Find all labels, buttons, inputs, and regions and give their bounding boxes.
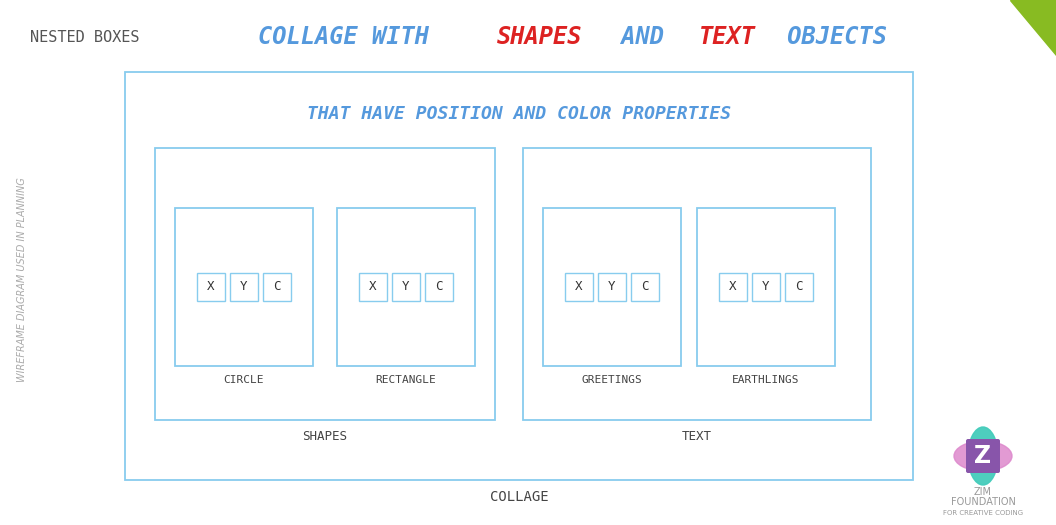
Bar [543, 208, 681, 366]
Bar [263, 273, 291, 301]
Text: SHAPES: SHAPES [302, 429, 347, 443]
Text: FOUNDATION: FOUNDATION [950, 497, 1016, 507]
Polygon shape [1010, 0, 1056, 55]
Bar [523, 148, 871, 420]
Bar [197, 273, 225, 301]
Text: SHAPES: SHAPES [497, 25, 583, 49]
Text: Y: Y [608, 280, 616, 293]
Text: TEXT: TEXT [699, 25, 756, 49]
Ellipse shape [954, 441, 1012, 471]
Text: RECTANGLE: RECTANGLE [376, 375, 436, 385]
Text: TEXT: TEXT [682, 429, 712, 443]
Text: X: X [576, 280, 583, 293]
Text: Y: Y [241, 280, 248, 293]
Bar [155, 148, 495, 420]
Bar [752, 273, 780, 301]
Text: C: C [641, 280, 648, 293]
Text: COLLAGE: COLLAGE [490, 490, 548, 504]
Bar [719, 273, 747, 301]
Text: Z: Z [975, 444, 992, 468]
Text: C: C [795, 280, 803, 293]
Text: X: X [730, 280, 737, 293]
Bar [337, 208, 475, 366]
Text: X: X [207, 280, 214, 293]
Text: AND: AND [607, 25, 679, 49]
Text: WIREFRAME DIAGRAM USED IN PLANNING: WIREFRAME DIAGRAM USED IN PLANNING [17, 177, 27, 382]
Text: THAT HAVE POSITION AND COLOR PROPERTIES: THAT HAVE POSITION AND COLOR PROPERTIES [307, 105, 731, 123]
Text: C: C [435, 280, 442, 293]
Text: NESTED BOXES: NESTED BOXES [30, 29, 139, 45]
Bar [125, 72, 913, 480]
Bar [359, 273, 386, 301]
Ellipse shape [968, 427, 998, 485]
Text: EARTHLINGS: EARTHLINGS [732, 375, 799, 385]
Text: GREETINGS: GREETINGS [582, 375, 642, 385]
Text: ZIM: ZIM [974, 487, 992, 497]
FancyBboxPatch shape [966, 439, 1000, 473]
Bar [697, 208, 835, 366]
Bar [785, 273, 813, 301]
Text: Y: Y [762, 280, 770, 293]
Bar [230, 273, 258, 301]
Text: COLLAGE WITH: COLLAGE WITH [258, 25, 444, 49]
Bar [598, 273, 626, 301]
Bar [565, 273, 593, 301]
Bar [392, 273, 420, 301]
Text: CIRCLE: CIRCLE [224, 375, 264, 385]
Text: FOR CREATIVE CODING: FOR CREATIVE CODING [943, 510, 1023, 516]
Text: OBJECTS: OBJECTS [773, 25, 887, 49]
Bar [425, 273, 453, 301]
Bar [175, 208, 313, 366]
Bar [631, 273, 659, 301]
Text: Y: Y [402, 280, 410, 293]
Text: X: X [370, 280, 377, 293]
Text: C: C [274, 280, 281, 293]
